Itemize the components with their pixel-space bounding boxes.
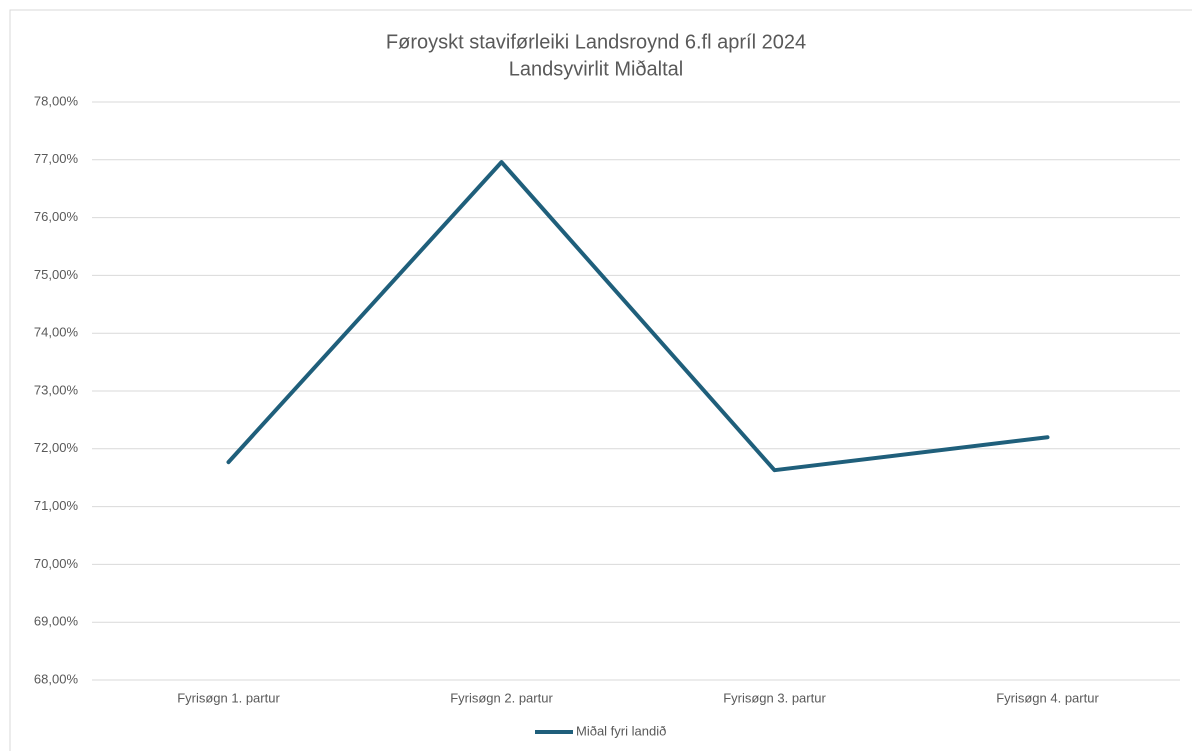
y-tick-label: 78,00% bbox=[34, 93, 79, 108]
y-tick-label: 68,00% bbox=[34, 671, 79, 686]
y-tick-label: 72,00% bbox=[34, 440, 79, 455]
chart-subtitle: Landsyvirlit Miðaltal bbox=[509, 58, 684, 80]
y-tick-label: 73,00% bbox=[34, 382, 79, 397]
legend-label: Miðal fyri landið bbox=[576, 723, 666, 738]
y-tick-label: 71,00% bbox=[34, 498, 79, 513]
x-tick-label: Fyrisøgn 1. partur bbox=[177, 690, 280, 705]
y-tick-label: 75,00% bbox=[34, 267, 79, 282]
x-tick-label: Fyrisøgn 4. partur bbox=[996, 690, 1099, 705]
y-tick-label: 70,00% bbox=[34, 556, 79, 571]
y-tick-label: 74,00% bbox=[34, 325, 79, 340]
x-tick-label: Fyrisøgn 2. partur bbox=[450, 690, 553, 705]
y-tick-label: 77,00% bbox=[34, 151, 79, 166]
series-line bbox=[226, 160, 1050, 473]
x-tick-label: Fyrisøgn 3. partur bbox=[723, 690, 826, 705]
chart-title: Føroyskt staviførleiki Landsroynd 6.fl a… bbox=[386, 31, 806, 53]
y-tick-label: 69,00% bbox=[34, 614, 79, 629]
chart-border bbox=[9, 9, 1192, 751]
y-tick-label: 76,00% bbox=[34, 209, 79, 224]
